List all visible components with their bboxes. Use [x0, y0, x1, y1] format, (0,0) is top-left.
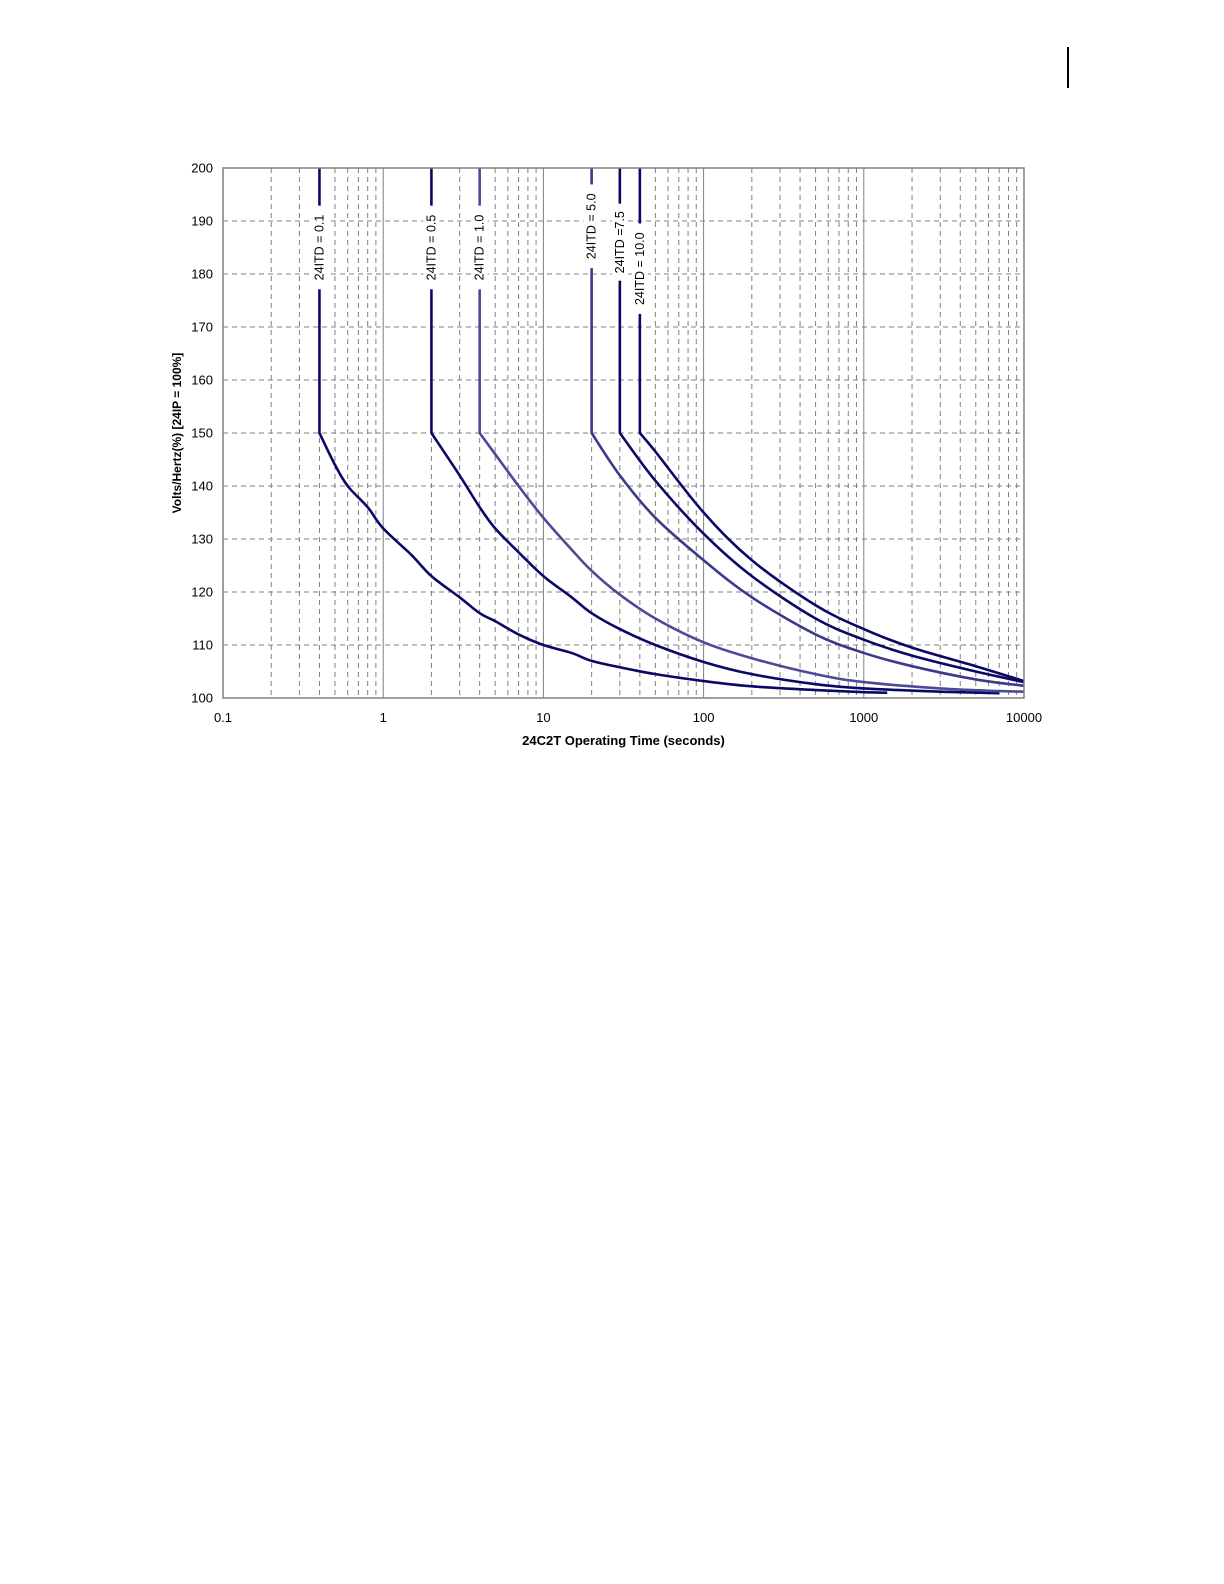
series-curve — [430, 168, 1000, 695]
volts-per-hertz-chart: 0.1 1 10 100 1000 100001001101201301401501601… — [170, 161, 1042, 749]
x-tick-label: 10000 — [1006, 710, 1042, 725]
x-tick-label: 0.1 — [214, 710, 232, 725]
series-label-backdrop — [311, 205, 328, 290]
series-curve — [638, 168, 1025, 683]
series-label: 24ITD = 10.0 — [633, 232, 647, 305]
series-label: 24ITD = 0.5 — [424, 215, 438, 281]
series-label: 24ITD = 1.0 — [473, 215, 487, 281]
series-layer: 24ITD = 0.1 24ITD = 0.5 24ITD = 1.0 24ITD =… — [311, 168, 1025, 695]
series-label-backdrop — [423, 205, 440, 290]
y-tick-label: 130 — [191, 532, 213, 547]
y-tick-label: 150 — [191, 426, 213, 441]
y-tick-label: 200 — [191, 161, 213, 176]
x-tick-label: 1000 — [849, 710, 878, 725]
y-tick-label: 140 — [191, 479, 213, 494]
series-curve — [590, 168, 1025, 688]
x-tick-label: 1 — [380, 710, 387, 725]
y-tick-label: 170 — [191, 320, 213, 335]
series-label-backdrop — [583, 184, 600, 269]
series-label-backdrop — [611, 203, 628, 281]
plot-frame — [222, 167, 1025, 699]
y-axis-label: Volts/Hertz(%) [24IP = 100%] — [170, 353, 184, 514]
series-curve — [618, 168, 1025, 684]
y-tick-label: 190 — [191, 214, 213, 229]
series-label-backdrop — [471, 205, 488, 290]
page-margin-rule — [1067, 47, 1069, 88]
series-curve — [318, 168, 888, 694]
series-label: 24ITD = 5.0 — [585, 193, 599, 259]
series-label-backdrop — [631, 223, 648, 314]
tick-labels: 0.1 1 10 100 1000 100001001101201301401501601… — [191, 161, 1042, 726]
y-tick-label: 180 — [191, 267, 213, 282]
x-tick-label: 100 — [693, 710, 715, 725]
y-tick-label: 110 — [192, 638, 213, 653]
x-tick-label: 10 — [536, 710, 550, 725]
series-curve — [478, 168, 1025, 693]
x-axis-label: 24C2T Operating Time (seconds) — [522, 733, 725, 748]
series-label: 24ITD =7.5 — [613, 211, 627, 273]
y-tick-label: 100 — [191, 691, 213, 706]
y-tick-label: 120 — [191, 585, 213, 600]
y-tick-label: 160 — [191, 373, 213, 388]
series-label: 24ITD = 0.1 — [312, 215, 326, 281]
